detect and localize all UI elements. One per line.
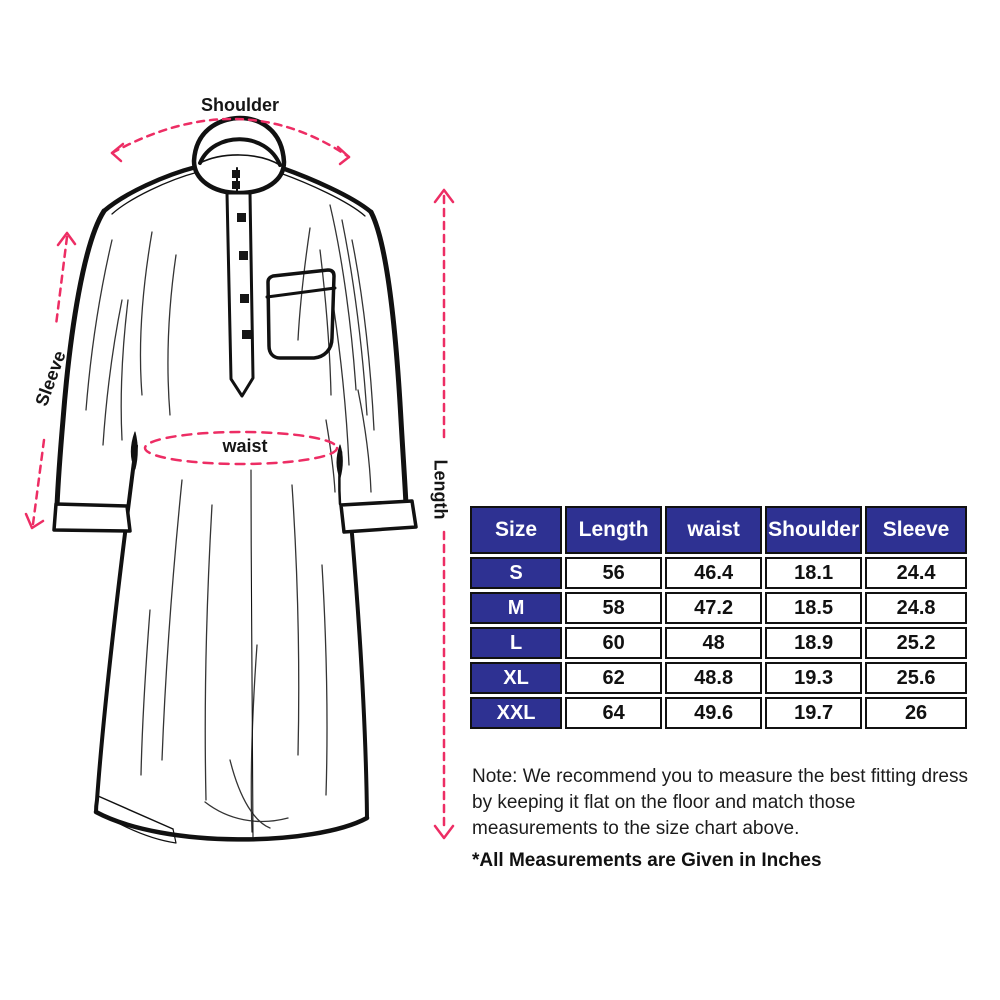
value-cell: 58 [565,592,663,624]
value-cell: 18.9 [765,627,863,659]
table-row: L 60 48 18.9 25.2 [470,627,967,659]
note-label: Note: [472,766,518,787]
size-cell: S [470,557,563,589]
length-arrow [433,188,455,840]
size-cell: XXL [470,697,563,729]
chest-pocket [265,268,337,360]
value-cell: 60 [565,627,663,659]
header-cell-sleeve: Sleeve [865,506,967,554]
note-text: We recommend you to measure the best fit… [472,766,969,840]
value-cell: 64 [565,697,663,729]
waist-label: waist [222,436,268,456]
buttons [232,170,251,339]
table-row: XL 62 48.8 19.3 25.6 [470,662,967,694]
measurement-arrows [24,117,455,840]
header-cell-length: Length [565,506,663,554]
value-cell: 26 [865,697,967,729]
length-label: Length [430,459,451,520]
table-row: XXL 64 49.6 19.7 26 [470,697,967,729]
measurement-note: Note: We recommend you to measure the be… [472,764,977,843]
waist-ellipse [143,430,339,466]
size-cell: M [470,592,563,624]
value-cell: 19.3 [765,662,863,694]
value-cell: 56 [565,557,663,589]
garment-illustration [24,115,455,844]
sleeve-arrow [24,231,77,530]
value-cell: 48 [665,627,763,659]
value-cell: 62 [565,662,663,694]
size-cell: XL [470,662,563,694]
units-footnote: *All Measurements are Given in Inches [472,850,822,871]
size-cell: L [470,627,563,659]
size-chart-table: Size Length waist Shoulder Sleeve S 56 4… [467,503,970,732]
garment-outline [52,115,418,844]
value-cell: 47.2 [665,592,763,624]
value-cell: 25.2 [865,627,967,659]
table-row: S 56 46.4 18.1 24.4 [470,557,967,589]
value-cell: 18.1 [765,557,863,589]
value-cell: 49.6 [665,697,763,729]
value-cell: 24.8 [865,592,967,624]
header-cell-size: Size [470,506,563,554]
value-cell: 25.6 [865,662,967,694]
shoulder-arrow [110,117,351,166]
table-header-row: Size Length waist Shoulder Sleeve [470,506,967,554]
header-cell-waist: waist [665,506,763,554]
wrinkle-lines [85,204,375,833]
value-cell: 48.8 [665,662,763,694]
header-cell-shoulder: Shoulder [765,506,863,554]
value-cell: 46.4 [665,557,763,589]
shoulder-label: Shoulder [200,95,279,115]
value-cell: 19.7 [765,697,863,729]
value-cell: 24.4 [865,557,967,589]
table-row: M 58 47.2 18.5 24.8 [470,592,967,624]
value-cell: 18.5 [765,592,863,624]
